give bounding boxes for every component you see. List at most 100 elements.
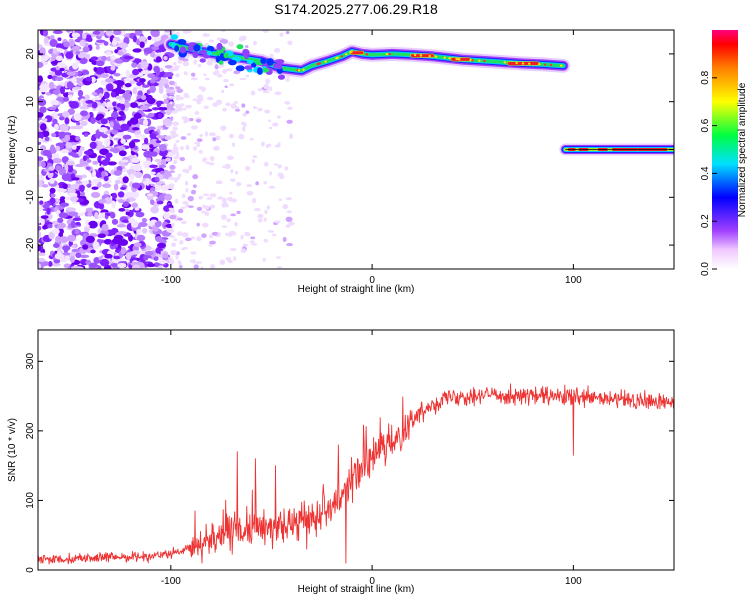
colorbar-gradient [712,30,738,269]
noise-speckle [105,78,114,83]
noise-speckle [101,159,109,166]
noise-speckle [79,254,90,259]
noise-speckle [195,261,202,264]
noise-speckle [170,134,175,139]
noise-speckle [263,181,268,185]
track-blob [277,74,286,80]
noise-speckle [257,88,263,92]
noise-speckle [131,264,141,269]
track-blob [199,58,206,63]
track-blob [174,45,179,52]
noise-speckle [190,189,197,195]
track-dot [335,56,338,60]
noise-speckle [101,170,106,178]
noise-speckle [194,141,201,145]
noise-speckle [205,161,210,165]
noise-speckle [81,180,90,186]
noise-speckle [196,99,202,105]
noise-speckle [185,104,192,109]
noise-speckle [192,98,198,101]
noise-speckle [82,155,88,162]
noise-speckle [173,143,177,149]
noise-speckle [269,53,274,58]
noise-speckle [154,176,160,182]
noise-speckle [82,46,90,53]
noise-speckle [210,264,215,269]
noise-speckle [169,208,176,214]
noise-speckle [215,180,223,185]
noise-speckle [238,133,245,140]
noise-speckle [65,196,71,200]
noise-speckle [162,118,173,126]
noise-speckle [286,119,293,124]
noise-speckle [181,220,187,225]
noise-speckle [221,89,225,94]
noise-speckle [158,149,169,157]
noise-speckle [274,48,281,53]
track-dot [448,56,451,60]
noise-speckle [150,30,160,36]
noise-speckle [186,132,192,136]
noise-speckle [257,107,263,112]
noise-speckle [182,200,189,205]
noise-speckle [38,225,42,231]
noise-speckle [147,126,156,131]
noise-speckle [80,120,88,127]
noise-speckle [220,30,226,33]
noise-speckle [277,164,281,169]
noise-speckle [127,93,132,98]
colorbar: 0.0 0.2 0.4 0.6 0.8 Normalized spectral ampl… [700,30,748,276]
noise-speckle [229,83,235,87]
track-blob [244,65,253,70]
noise-speckle [229,178,236,182]
noise-speckle [168,176,175,180]
noise-speckle [193,146,197,151]
noise-speckle [236,210,241,215]
noise-speckle [82,102,88,107]
noise-speckle [279,174,285,180]
noise-speckle [274,220,281,224]
noise-speckle [173,65,181,69]
noise-speckle [47,106,57,111]
noise-speckle [236,182,242,187]
track-blob [266,58,274,66]
noise-speckle [179,146,184,151]
noise-speckle [118,208,126,212]
noise-speckle [116,223,127,228]
noise-speckle [170,249,177,256]
noise-speckle [168,68,175,72]
track-blob [246,59,254,64]
noise-speckle [60,149,70,154]
noise-speckle [132,127,140,131]
track-dot [455,57,458,61]
noise-speckle [64,117,70,125]
noise-speckle [289,133,294,139]
noise-speckle [202,222,209,228]
track-dot [483,59,486,63]
noise-speckle [170,116,174,121]
noise-speckle [202,193,210,196]
noise-speckle [107,106,113,111]
noise-speckle [245,165,251,171]
noise-speckle [277,115,281,119]
noise-speckle [285,31,290,35]
noise-speckle [174,198,179,204]
noise-speckle [268,86,273,92]
noise-speckle [48,231,55,240]
noise-speckle [233,100,238,105]
noise-speckle [179,239,184,245]
noise-speckle [90,181,99,185]
noise-speckle [216,37,223,41]
noise-speckle [111,111,119,120]
noise-speckle [111,218,119,225]
noise-speckle [149,199,155,205]
noise-speckle [65,30,72,33]
track-blob [179,46,187,54]
noise-speckle [203,105,209,110]
noise-speckle [235,106,240,110]
noise-speckle [85,259,92,265]
noise-speckle [69,100,79,109]
noise-speckle [123,101,131,108]
noise-speckle [224,85,228,89]
